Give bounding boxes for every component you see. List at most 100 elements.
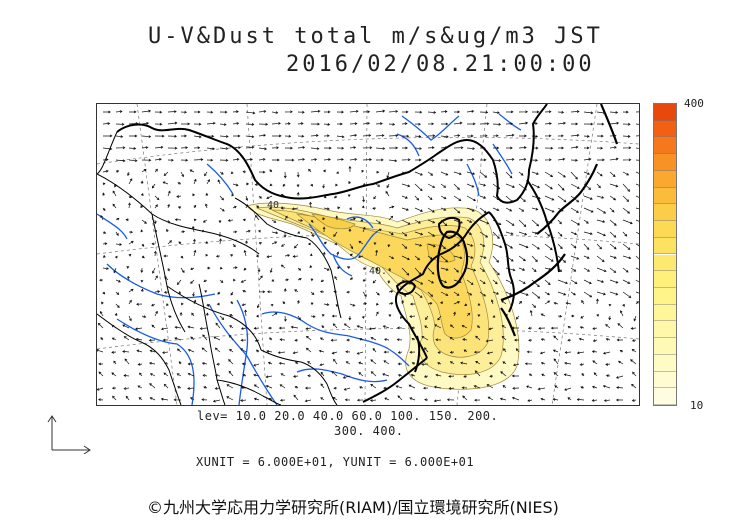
wind-vector-arrow (518, 171, 524, 176)
wind-vector-arrow (245, 195, 249, 201)
wind-vector-arrow (583, 231, 593, 236)
wind-vector-arrow (609, 121, 620, 125)
wind-vector-arrow (583, 291, 593, 298)
wind-vector-arrow (544, 267, 552, 271)
wind-vector-arrow (229, 325, 234, 329)
wind-vector-arrow (283, 231, 287, 238)
wind-vector-arrow (111, 324, 117, 329)
wind-vector-arrow (280, 206, 286, 210)
wind-vector-arrow (453, 219, 463, 224)
wind-vector-arrow (440, 135, 449, 139)
wind-vector-arrow (440, 279, 448, 284)
wind-vector-arrow (492, 315, 496, 318)
wind-vector-arrow (477, 314, 481, 317)
wind-vector-arrow (553, 335, 559, 341)
wind-vector-arrow (609, 157, 619, 161)
wind-vector-arrow (206, 147, 216, 151)
wind-vector-arrow (97, 387, 104, 391)
wind-vector-arrow (583, 267, 590, 272)
wind-vector-arrow (609, 231, 617, 238)
wind-vector-arrow (115, 279, 121, 283)
wind-vector-arrow (479, 267, 485, 272)
wind-vector-arrow (266, 349, 273, 353)
wind-vector-arrow (219, 315, 225, 320)
wind-vector-arrow (112, 395, 117, 401)
colorbar-level (654, 254, 676, 272)
wind-vector-arrow (531, 207, 539, 211)
wind-vector-arrow (583, 183, 592, 190)
wind-vector-arrow (557, 157, 566, 161)
wind-vector-arrow (322, 183, 326, 189)
wind-vector-arrow (319, 290, 325, 294)
wind-vector-arrow (271, 278, 275, 282)
wind-vector-arrow (284, 278, 289, 282)
wind-vector-arrow (570, 195, 580, 203)
wind-vector-arrow (323, 267, 330, 271)
wind-vector-arrow (570, 291, 576, 296)
wind-vector-arrow (616, 386, 624, 389)
wind-vector-arrow (102, 169, 109, 173)
contour-label-40-west: 40. (267, 200, 285, 211)
wind-vector-arrow (219, 279, 224, 283)
wind-vector-arrow (479, 207, 487, 214)
wind-vector-arrow (271, 111, 279, 115)
wind-vector-arrow (154, 310, 158, 317)
wind-vector-arrow (518, 207, 525, 212)
wind-vector-arrow (440, 183, 447, 188)
wind-vector-arrow (544, 195, 555, 201)
wind-vector-arrow (178, 291, 182, 294)
wind-vector-arrow (531, 231, 538, 235)
wind-vector-arrow (256, 303, 260, 309)
wind-vector-arrow (553, 301, 559, 305)
wind-vector-arrow (180, 110, 187, 114)
wind-vector-arrow (479, 291, 486, 297)
wind-vector-arrow (370, 337, 377, 341)
wind-vector-arrow (174, 325, 182, 329)
wind-vector-arrow (440, 171, 449, 176)
wind-vector-arrow (565, 301, 572, 305)
wind-vector-arrow (253, 373, 260, 377)
wind-vector-arrow (505, 255, 514, 262)
wind-vector-arrow (333, 290, 338, 294)
wind-vector-arrow (154, 110, 163, 114)
wind-vector-arrow (258, 109, 267, 113)
wind-vector-arrow (427, 279, 434, 284)
wind-vector-arrow (280, 264, 286, 269)
wind-vector-arrow (362, 278, 366, 282)
wind-vector-arrow (359, 386, 364, 389)
wind-vector-arrow (281, 243, 286, 247)
wind-vector-arrow (579, 363, 585, 366)
wind-vector-arrow (518, 243, 529, 249)
wind-vector-arrow (114, 183, 117, 188)
wind-vector-arrow (362, 133, 372, 137)
wind-vector-arrow (214, 387, 221, 390)
wind-vector-arrow (141, 315, 147, 319)
wind-vector-arrow (518, 219, 527, 227)
wind-vector-arrow (334, 242, 338, 246)
wind-vector-arrow (609, 134, 617, 138)
wind-vector-arrow (531, 146, 539, 150)
wind-vector-arrow (115, 159, 126, 163)
wind-vector-arrow (619, 310, 624, 317)
wind-vector-arrow (206, 303, 210, 307)
wind-vector-arrow (128, 230, 134, 234)
wind-vector-arrow (622, 183, 631, 192)
wind-vector-arrow (283, 288, 287, 293)
wind-vector-arrow (427, 291, 434, 297)
wind-vector-arrow (99, 311, 104, 317)
wind-vector-arrow (635, 159, 639, 161)
wind-vector-arrow (256, 314, 260, 318)
wind-vector-arrow (102, 122, 111, 125)
wind-vector-arrow (427, 146, 435, 150)
wind-vector-arrow (622, 255, 632, 260)
wind-vector-arrow (479, 195, 487, 199)
wind-vector-arrow (427, 207, 435, 213)
wind-vector-arrow (453, 243, 461, 247)
wind-vector-arrow (635, 219, 639, 222)
wind-vector-arrow (242, 290, 247, 293)
wind-vector-arrow (193, 146, 201, 150)
wind-vector-arrow (435, 338, 442, 342)
wind-vector-arrow (531, 135, 539, 138)
wind-vector-arrow (602, 351, 611, 355)
wind-vector-arrow (128, 178, 133, 185)
